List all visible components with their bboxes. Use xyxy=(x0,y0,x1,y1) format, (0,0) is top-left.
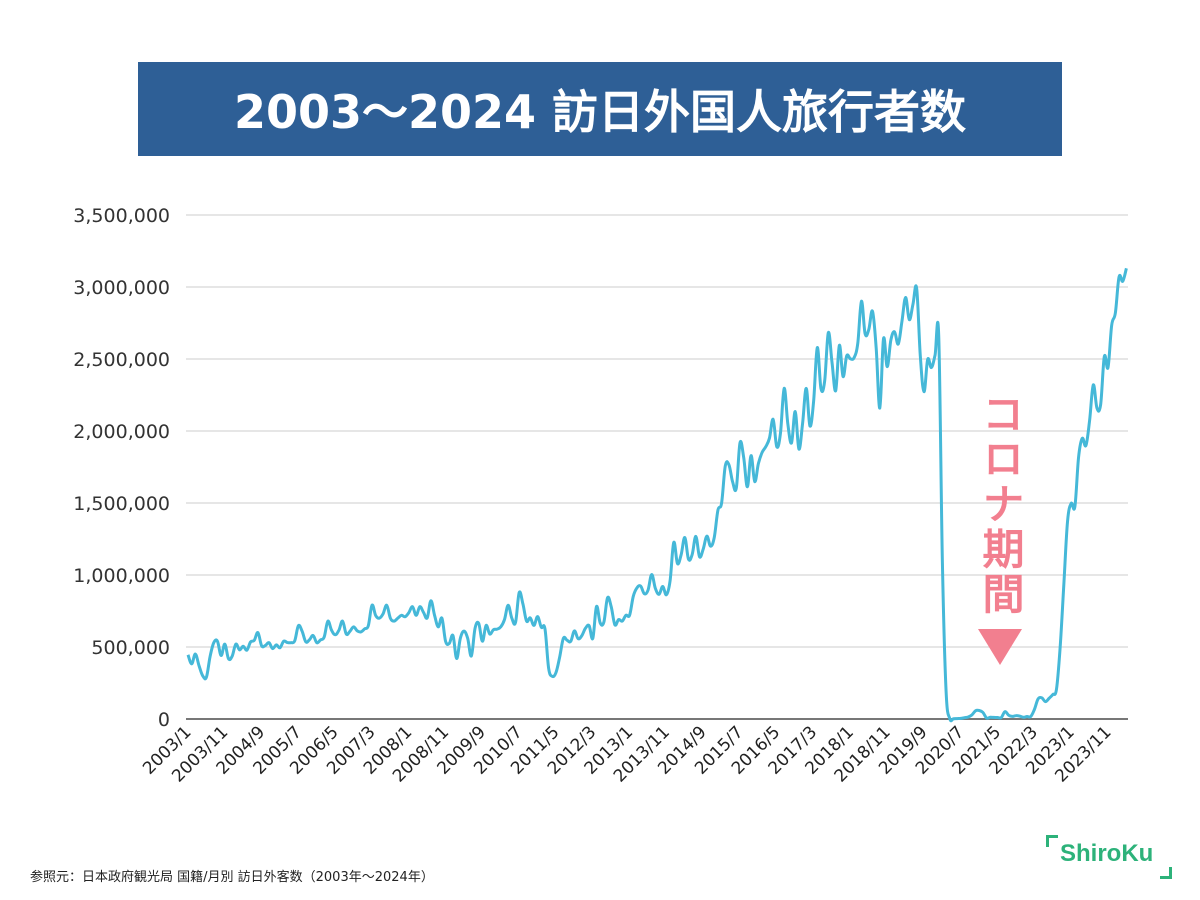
title-banner: 2003〜2024 訪日外国人旅行者数 xyxy=(138,62,1062,156)
down-triangle-icon xyxy=(978,629,1022,665)
y-axis-ticks: 0 500,000 1,000,000 1,500,000 2,000,000 2,500… xyxy=(73,205,170,731)
gridlines xyxy=(186,214,1128,720)
y-tick-label: 3,000,000 xyxy=(73,277,170,299)
y-tick-label: 500,000 xyxy=(91,637,170,659)
covid-period-label: コロナ期間 xyxy=(976,392,1025,617)
logo-bracket-close xyxy=(1160,867,1172,879)
logo-bracket-open xyxy=(1046,835,1058,847)
covid-period-annotation: コロナ期間 xyxy=(972,392,1028,665)
y-tick-label: 2,000,000 xyxy=(73,421,170,443)
y-tick-label: 3,500,000 xyxy=(73,205,170,227)
chart-title: 2003〜2024 訪日外国人旅行者数 xyxy=(233,85,967,139)
y-tick-label: 1,000,000 xyxy=(73,565,170,587)
y-tick-label: 1,500,000 xyxy=(73,493,170,515)
shiroku-logo: ShiroKu xyxy=(1044,833,1174,881)
source-note: 参照元：日本政府観光局 国籍/月別 訪日外客数（2003年〜2024年） xyxy=(30,870,434,885)
series-group xyxy=(186,267,1128,723)
x-axis-ticks: 2003/12003/112004/92005/72006/52007/3200… xyxy=(139,722,1115,786)
logo-text: ShiroKu xyxy=(1060,840,1154,867)
y-tick-label: 2,500,000 xyxy=(73,349,170,371)
series-line xyxy=(186,267,1128,723)
y-tick-label: 0 xyxy=(158,709,170,731)
